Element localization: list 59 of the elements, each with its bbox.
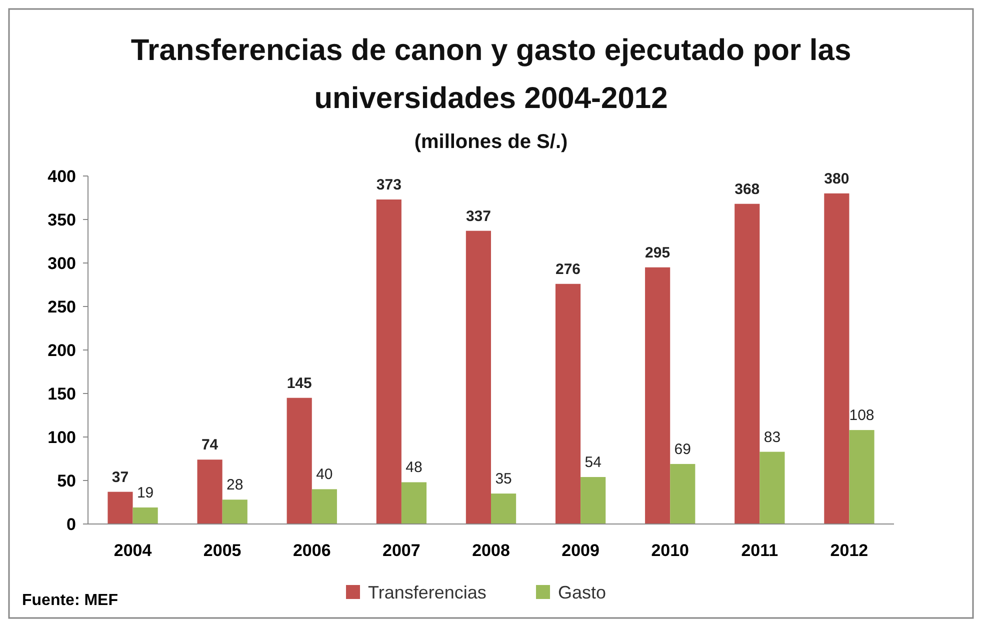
- data-label: 368: [734, 180, 760, 198]
- bar: [734, 204, 760, 524]
- bar: [670, 464, 696, 524]
- y-tick-label: 350: [48, 210, 76, 230]
- x-tick-label: 2010: [651, 541, 690, 560]
- bar: [401, 482, 427, 524]
- bar: [197, 460, 222, 524]
- bar: [132, 507, 158, 524]
- data-label: 54: [584, 454, 602, 472]
- y-tick-label: 250: [48, 297, 76, 316]
- bar: [286, 398, 312, 524]
- data-label: 69: [674, 440, 691, 458]
- x-tick-label: 2007: [382, 541, 420, 560]
- x-tick-label: 2011: [741, 541, 778, 560]
- y-tick-label: 300: [48, 254, 76, 273]
- data-label: 295: [645, 244, 670, 262]
- bar: [760, 452, 785, 524]
- x-tick-label: 2004: [114, 541, 152, 560]
- y-tick-label: 100: [48, 428, 76, 447]
- data-label: 380: [824, 170, 850, 188]
- data-label: 19: [136, 484, 154, 502]
- data-label: 37: [112, 468, 129, 486]
- x-tick-label: 2009: [562, 541, 600, 560]
- data-label: 337: [466, 208, 491, 225]
- data-label: 40: [316, 466, 333, 484]
- data-label: 28: [226, 476, 244, 494]
- bar: [491, 494, 516, 524]
- data-label: 48: [406, 459, 422, 476]
- bar: [222, 500, 248, 524]
- data-label: 276: [556, 260, 581, 278]
- bar: [108, 492, 133, 524]
- chart-title: Transferencias de canon y gasto ejecutado por las universidades 2004-2012: [130, 34, 852, 115]
- x-tick-label: 2006: [292, 541, 331, 560]
- data-label: 74: [201, 436, 219, 454]
- bar: [312, 489, 337, 524]
- bar: [645, 267, 670, 524]
- data-label: 35: [495, 470, 512, 488]
- y-tick-label: 50: [57, 471, 76, 490]
- legend-label: Transferencias: [368, 582, 486, 602]
- x-tick-label: 2012: [830, 541, 868, 560]
- bar: [849, 430, 874, 524]
- data-label: 108: [849, 407, 874, 424]
- bar: [555, 284, 581, 524]
- y-tick-label: 150: [48, 384, 76, 404]
- legend-label: Gasto: [558, 582, 606, 602]
- y-tick-label: 400: [48, 166, 76, 186]
- y-tick-label: 200: [48, 340, 76, 360]
- x-tick-label: 2005: [203, 541, 242, 560]
- bar: [580, 477, 606, 524]
- bar: [466, 230, 491, 524]
- data-label: 145: [286, 374, 312, 392]
- x-tick-label: 2008: [472, 541, 510, 560]
- bar: [824, 193, 850, 524]
- chart-subtitle: (millones de S/.): [414, 131, 568, 153]
- data-label: 83: [764, 428, 781, 446]
- y-tick-label: 0: [66, 514, 76, 534]
- data-label: 373: [376, 176, 402, 194]
- source-note: Fuente: MEF: [22, 592, 118, 609]
- bar: [376, 199, 402, 524]
